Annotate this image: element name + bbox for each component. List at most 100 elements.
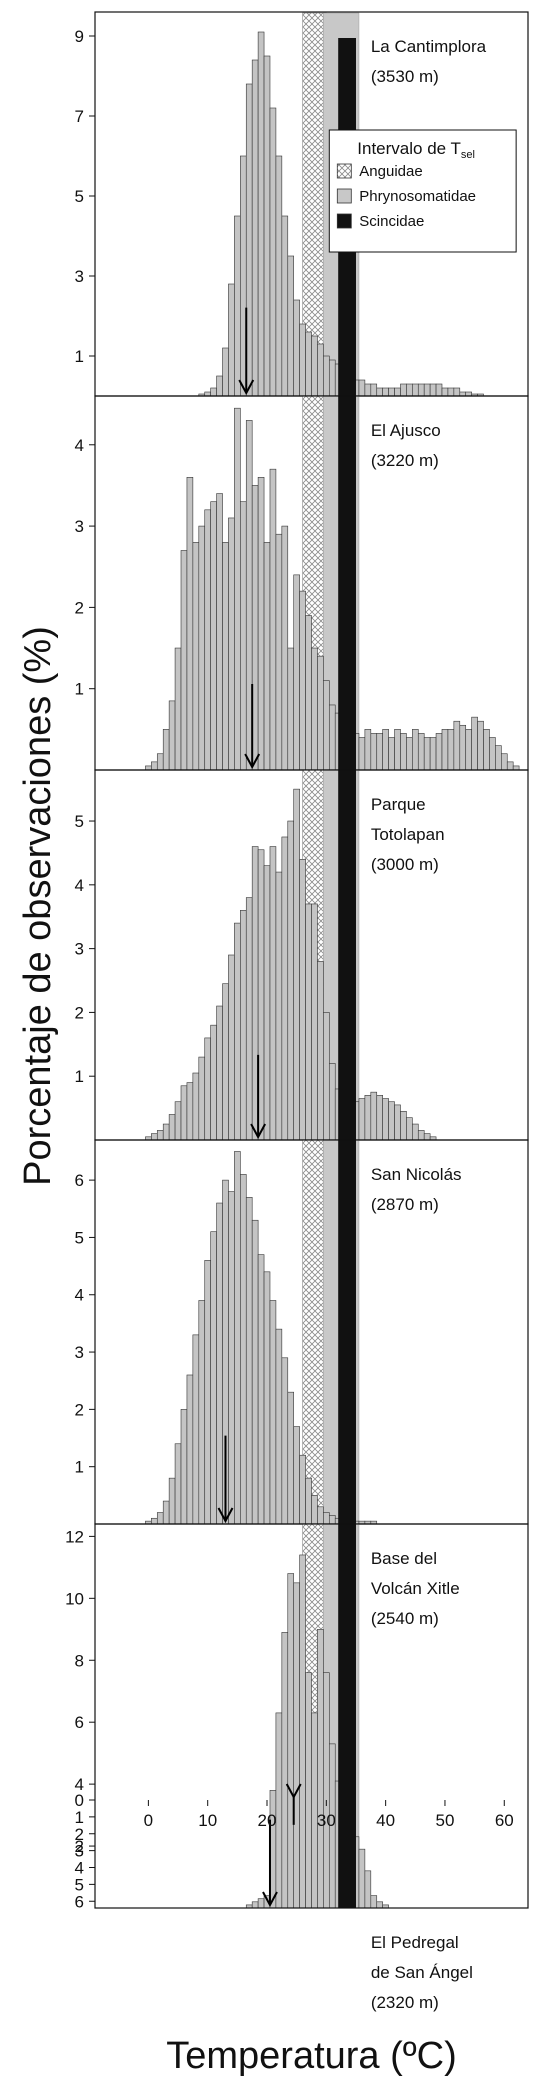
- histogram-bar: [293, 1426, 300, 1525]
- histogram-bar: [281, 836, 289, 1141]
- x-tick-label: 0: [144, 1811, 153, 1830]
- x-tick-label: 60: [495, 1811, 514, 1830]
- histogram-bar: [234, 922, 241, 1141]
- histogram-bar: [382, 729, 389, 771]
- y-tick-label: 6: [75, 1892, 84, 1911]
- histogram-bar: [400, 1110, 407, 1141]
- histogram-bar: [358, 1098, 366, 1141]
- histogram-bar: [441, 729, 449, 771]
- y-tick-label: 2: [75, 1400, 84, 1419]
- histogram-bar: [222, 347, 229, 397]
- histogram-bar: [323, 1512, 330, 1525]
- histogram-bars: [145, 1151, 378, 1525]
- histogram-bar: [180, 1409, 188, 1525]
- histogram-bar: [323, 355, 330, 397]
- panel-site-label: Base del: [371, 1549, 437, 1568]
- histogram-bar: [328, 1515, 336, 1525]
- histogram-bar: [317, 961, 324, 1141]
- histogram-bar: [210, 1231, 217, 1525]
- histogram-bar: [412, 383, 419, 397]
- panel-3: 1 2 3 4 5 Parque Totolapan (3000 m): [75, 769, 529, 1141]
- histogram-bar: [299, 323, 306, 397]
- histogram-bar: [441, 387, 449, 397]
- legend-entry: Anguidae: [359, 163, 422, 180]
- histogram-bar: [234, 407, 241, 771]
- histogram-bar: [198, 1056, 206, 1141]
- histogram-bar: [358, 737, 366, 771]
- histogram-bar: [370, 1091, 378, 1141]
- panel-site-label: El Pedregal: [371, 1933, 459, 1952]
- histogram-bar: [400, 383, 407, 397]
- histogram-bar: [471, 716, 478, 771]
- histogram-bar: [459, 724, 467, 771]
- y-tick-label: 6: [75, 1713, 84, 1732]
- histogram-bar: [376, 387, 383, 397]
- histogram-bar: [287, 1573, 295, 1909]
- histogram-bar: [180, 550, 188, 771]
- mean-arrow-head: [217, 1507, 234, 1524]
- histogram-bar: [287, 255, 295, 397]
- x-tick-label: 40: [376, 1811, 395, 1830]
- histogram-bar: [222, 542, 229, 771]
- histogram-bar: [328, 359, 336, 397]
- histogram-bar: [168, 1114, 176, 1141]
- histogram-bar: [204, 1037, 211, 1141]
- y-tick-label: 2: [75, 598, 84, 617]
- panel-elevation-label: (3000 m): [371, 855, 439, 874]
- histogram-bar: [174, 1443, 182, 1525]
- histogram-bar: [287, 647, 295, 771]
- histogram-bar: [311, 335, 318, 397]
- histogram-bar: [210, 1024, 217, 1141]
- legend-entry: Phrynosomatidae: [359, 188, 476, 205]
- panel-site-label: Totolapan: [371, 825, 445, 844]
- histogram-bar: [257, 31, 265, 397]
- histogram-bar: [412, 1123, 419, 1141]
- histogram-bar: [162, 1500, 170, 1525]
- histogram-bar: [192, 542, 200, 771]
- histogram-bar: [382, 387, 389, 397]
- histogram-bar: [240, 501, 247, 771]
- histogram-bar: [317, 1628, 324, 1909]
- histogram-bar: [435, 733, 443, 771]
- histogram-bar: [388, 387, 395, 397]
- histogram-bar: [299, 1554, 306, 1909]
- histogram-bar: [263, 55, 271, 397]
- histogram-bar: [299, 1454, 306, 1525]
- histogram-bar: [388, 737, 395, 771]
- histogram-bar: [305, 331, 312, 397]
- y-tick-label: 5: [75, 1228, 84, 1247]
- histogram-bar: [216, 493, 223, 771]
- histogram-bar: [376, 1901, 383, 1909]
- histogram-bar: [293, 299, 300, 397]
- histogram-bar: [275, 1328, 283, 1525]
- histogram-bar: [204, 1260, 211, 1525]
- histogram-bar: [216, 1005, 223, 1141]
- panel-site-label: de San Ángel: [371, 1963, 473, 1982]
- x-tick-label: 50: [435, 1811, 454, 1830]
- panel-site-label: Parque: [371, 795, 426, 814]
- histogram-bar: [228, 517, 235, 771]
- y-tick-label: 3: [75, 1343, 84, 1362]
- legend-swatch: [336, 188, 352, 204]
- histogram-bar: [275, 155, 283, 397]
- histogram-bar: [269, 468, 277, 771]
- histogram-bar: [293, 788, 300, 1141]
- histogram-bar: [156, 1512, 164, 1525]
- histogram-bar: [364, 1095, 372, 1141]
- histogram-bar: [251, 1901, 259, 1909]
- histogram-bar: [423, 383, 431, 397]
- y-tick-label: 4: [75, 436, 84, 455]
- panel-elevation-label: (3220 m): [371, 451, 439, 470]
- histogram-bar: [299, 859, 306, 1141]
- histogram-bar: [382, 1098, 389, 1141]
- x-tick-label: 20: [258, 1811, 277, 1830]
- histogram-bar: [245, 897, 253, 1141]
- histogram-bar: [406, 737, 413, 771]
- histogram-bar: [447, 729, 455, 771]
- histogram-bar: [156, 1130, 164, 1141]
- histogram-bar: [447, 387, 455, 397]
- panel-site-label: San Nicolás: [371, 1165, 462, 1184]
- histogram-bar: [275, 871, 283, 1141]
- histogram-bar: [251, 1219, 259, 1525]
- y-tick-label: 4: [75, 1859, 84, 1878]
